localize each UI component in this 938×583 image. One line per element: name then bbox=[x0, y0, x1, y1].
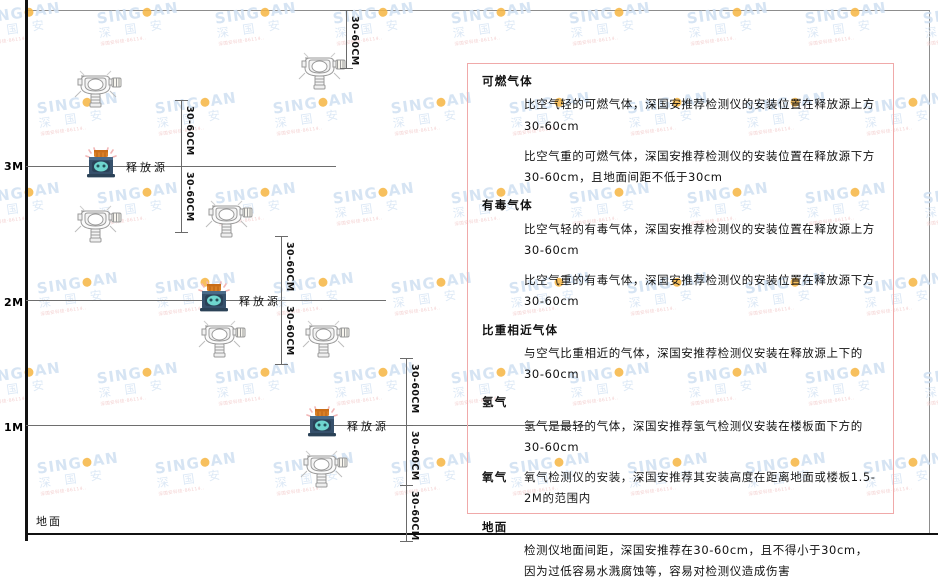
panel-section-paragraph: 检测仪地面间距，深国安推荐在30-60cm，且不得小于30cm，因为过低容易水溅… bbox=[524, 542, 868, 579]
panel-section-paragraph: 氢气是最轻的气体，深国安推荐氢气检测仪安装在楼板面下方的30-60cm bbox=[524, 418, 863, 454]
release-source-icon bbox=[305, 406, 339, 438]
panel-section-title: 有毒气体 bbox=[482, 198, 533, 213]
axis-label-1m: 1M bbox=[4, 421, 24, 434]
panel-section-oxygen-gas: 氧气 氧气检测仪的安装，深国安推荐其安装高度在距离地面或楼板1.5-2M的范围内 bbox=[482, 467, 879, 510]
panel-section-title: 可燃气体 bbox=[482, 74, 533, 88]
dimension-tick bbox=[400, 485, 413, 486]
release-source-label: 释放源 bbox=[347, 420, 389, 433]
panel-section-paragraph: 比空气轻的可燃气体，深国安推荐检测仪的安装位置在释放源上方30-60cm bbox=[524, 97, 875, 133]
dimension-tick bbox=[275, 300, 288, 301]
panel-section-toxic-gas: 有毒气体比空气轻的有毒气体，深国安推荐检测仪的安装位置在释放源上方30-60cm… bbox=[482, 197, 879, 312]
installation-height-diagram: 3M 2M 1M bbox=[0, 0, 586, 542]
reference-line-1m bbox=[26, 425, 586, 426]
gas-detector-icon bbox=[296, 52, 350, 92]
dimension-tick bbox=[175, 232, 188, 233]
panel-section-title: 氧气 bbox=[482, 470, 508, 485]
dimension-tick bbox=[340, 10, 353, 11]
watermark-dot-icon bbox=[496, 7, 507, 18]
watermark-sub: 深国安科技-86114.. bbox=[690, 35, 737, 48]
gas-detector-icon bbox=[298, 450, 352, 490]
dimension-label: 30-60CM bbox=[409, 364, 420, 414]
gas-detector-icon bbox=[300, 320, 354, 360]
dimension-label: 30-60CM bbox=[184, 106, 195, 156]
dimension-label: 30-60CM bbox=[284, 242, 295, 292]
frame-top-line bbox=[25, 10, 930, 11]
panel-section-hydrogen-gas: 氢气氢气是最轻的气体，深国安推荐氢气检测仪安装在楼板面下方的30-60cm bbox=[482, 394, 879, 458]
dimension-tick bbox=[275, 236, 288, 237]
panel-section-paragraph: 比空气轻的有毒气体，深国安推荐检测仪的安装位置在释放源上方30-60cm bbox=[524, 221, 875, 257]
watermark-cn: 深 国 安 bbox=[688, 17, 758, 41]
axis-label-3m: 3M bbox=[4, 160, 24, 173]
dimension-label: 30-60CM bbox=[184, 172, 195, 222]
panel-section-paragraph: 氧气检测仪的安装，深国安推荐其安装高度在距离地面或楼板1.5-2M的范围内 bbox=[524, 470, 876, 506]
dimension-tick bbox=[175, 100, 188, 101]
axis-label-2m: 2M bbox=[4, 296, 24, 309]
release-source-label: 释放源 bbox=[126, 161, 168, 174]
guidance-panel: 可燃气体比空气轻的可燃气体，深国安推荐检测仪的安装位置在释放源上方30-60cm… bbox=[467, 63, 894, 578]
gas-detector-icon bbox=[72, 70, 126, 110]
dimension-chain-1m: 30-60CM 30-60CM 30-60CM bbox=[400, 358, 426, 542]
watermark-sub: 深国安科技-86114.. bbox=[926, 215, 938, 228]
gas-detector-icon bbox=[203, 200, 257, 240]
release-source-icon bbox=[84, 147, 118, 179]
frame-right-line bbox=[929, 10, 930, 535]
panel-section-paragraph: 比空气重的可燃气体，深国安推荐检测仪的安装位置在释放源下方30-60cm，且地面… bbox=[524, 148, 875, 185]
gas-detector-icon bbox=[72, 205, 126, 245]
panel-section-ground: 地面检测仪地面间距，深国安推荐在30-60cm，且不得小于30cm，因为过低容易… bbox=[482, 519, 879, 583]
release-source-icon bbox=[197, 281, 231, 313]
dimension-chain-2m: 30-60CM 30-60CM bbox=[275, 236, 301, 365]
ground-label: 地面 bbox=[36, 515, 62, 528]
watermark-sub: 深国安科技-86114.. bbox=[926, 395, 938, 408]
dimension-label: 30-60CM bbox=[284, 306, 295, 356]
watermark-dot-icon bbox=[732, 7, 743, 18]
dimension-line bbox=[406, 358, 407, 541]
dimension-tick bbox=[400, 541, 413, 542]
dimension-tick bbox=[275, 364, 288, 365]
release-source-label: 释放源 bbox=[239, 295, 281, 308]
panel-section-paragraph: 与空气比重相近的气体，深国安推荐检测仪安装在释放源上下的30-60cm bbox=[524, 345, 863, 382]
watermark-dot-icon bbox=[614, 7, 625, 18]
watermark-cn: 深 国 安 bbox=[924, 197, 938, 221]
watermark-cn: 深 国 安 bbox=[924, 17, 938, 41]
panel-section-title: 氢气 bbox=[482, 395, 508, 410]
panel-section-flammable-gas: 可燃气体比空气轻的可燃气体，深国安推荐检测仪的安装位置在释放源上方30-60cm… bbox=[482, 73, 879, 188]
dimension-chain-top: 30-60CM bbox=[340, 10, 366, 69]
dimension-label: 30-60CM bbox=[349, 16, 360, 66]
ground-baseline bbox=[25, 533, 938, 535]
panel-section-similar-density-gas: 比重相近气体与空气比重相近的气体，深国安推荐检测仪安装在释放源上下的30-60c… bbox=[482, 322, 879, 386]
dimension-line bbox=[346, 10, 347, 68]
gas-detector-icon bbox=[196, 320, 250, 360]
panel-section-title: 地面 bbox=[482, 519, 508, 534]
watermark-dot-icon bbox=[850, 7, 861, 18]
watermark-cn: 深 国 安 bbox=[924, 377, 938, 401]
watermark-cn: 深 国 安 bbox=[806, 17, 876, 41]
watermark-sub: 深国安科技-86114.. bbox=[808, 35, 855, 48]
panel-section-paragraph: 比空气重的有毒气体，深国安推荐检测仪的安装位置在释放源下方30-60cm bbox=[524, 273, 875, 309]
panel-section-title: 比重相近气体 bbox=[482, 322, 559, 337]
watermark-dot-icon bbox=[908, 277, 919, 288]
dimension-tick bbox=[340, 68, 353, 69]
watermark-sub: 深国安科技-86114.. bbox=[572, 35, 619, 48]
dimension-tick bbox=[175, 166, 188, 167]
dimension-chain-3m: 30-60CM 30-60CM bbox=[175, 100, 201, 233]
watermark-dot-icon bbox=[908, 457, 919, 468]
vertical-axis bbox=[25, 0, 28, 541]
dimension-label: 30-60CM bbox=[409, 491, 420, 541]
watermark-dot-icon bbox=[908, 97, 919, 108]
watermark-cn: 深 国 安 bbox=[570, 17, 640, 41]
dimension-tick bbox=[400, 358, 413, 359]
dimension-tick bbox=[400, 425, 413, 426]
dimension-label: 30-60CM bbox=[409, 431, 420, 481]
watermark-sub: 深国安科技-86114.. bbox=[926, 35, 938, 48]
